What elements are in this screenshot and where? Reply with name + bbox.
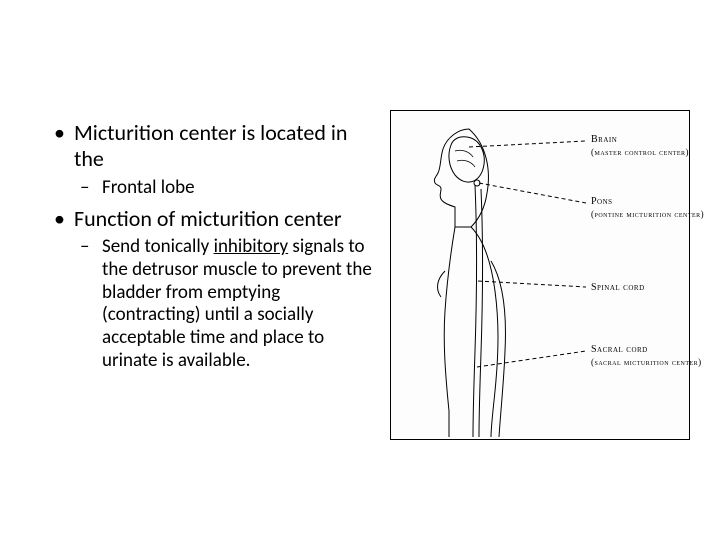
body-svg bbox=[391, 111, 691, 441]
label-sacral-text: Sacral cord bbox=[591, 344, 648, 355]
bullet-1-sub-1: Frontal lobe bbox=[74, 177, 380, 200]
text-column: Micturition center is located in the Fro… bbox=[50, 120, 380, 440]
figure-column: Brain (master control center) Pons (pont… bbox=[390, 120, 690, 440]
label-sacral-sub: (sacral micturition center) bbox=[591, 357, 702, 367]
label-brain: Brain (master control center) bbox=[591, 134, 689, 159]
label-spinal-text: Spinal cord bbox=[591, 282, 645, 293]
label-sacral: Sacral cord (sacral micturition center) bbox=[591, 344, 702, 369]
bullet-2-text: Function of micturition center bbox=[74, 205, 342, 232]
b2s1-word: inhibitory bbox=[214, 235, 289, 258]
bullet-2-sub-1: Send tonically inhibitory signals to the… bbox=[74, 236, 380, 373]
anatomy-figure: Brain (master control center) Pons (pont… bbox=[390, 110, 690, 440]
label-pons-text: Pons bbox=[591, 196, 613, 207]
label-brain-sub: (master control center) bbox=[591, 147, 689, 157]
bullet-1-text: Micturition center is located in the bbox=[74, 119, 347, 172]
bullet-2: Function of micturition center Send toni… bbox=[50, 206, 380, 373]
bullet-list: Micturition center is located in the Fro… bbox=[50, 120, 380, 373]
bullet-1: Micturition center is located in the Fro… bbox=[50, 120, 380, 200]
label-brain-text: Brain bbox=[591, 134, 617, 145]
slide: Micturition center is located in the Fro… bbox=[0, 0, 720, 470]
label-pons-sub: (pontine micturition center) bbox=[591, 209, 704, 219]
b2s1-pre: Send tonically bbox=[102, 235, 214, 258]
label-spinal: Spinal cord bbox=[591, 282, 645, 295]
label-pons: Pons (pontine micturition center) bbox=[591, 196, 704, 221]
